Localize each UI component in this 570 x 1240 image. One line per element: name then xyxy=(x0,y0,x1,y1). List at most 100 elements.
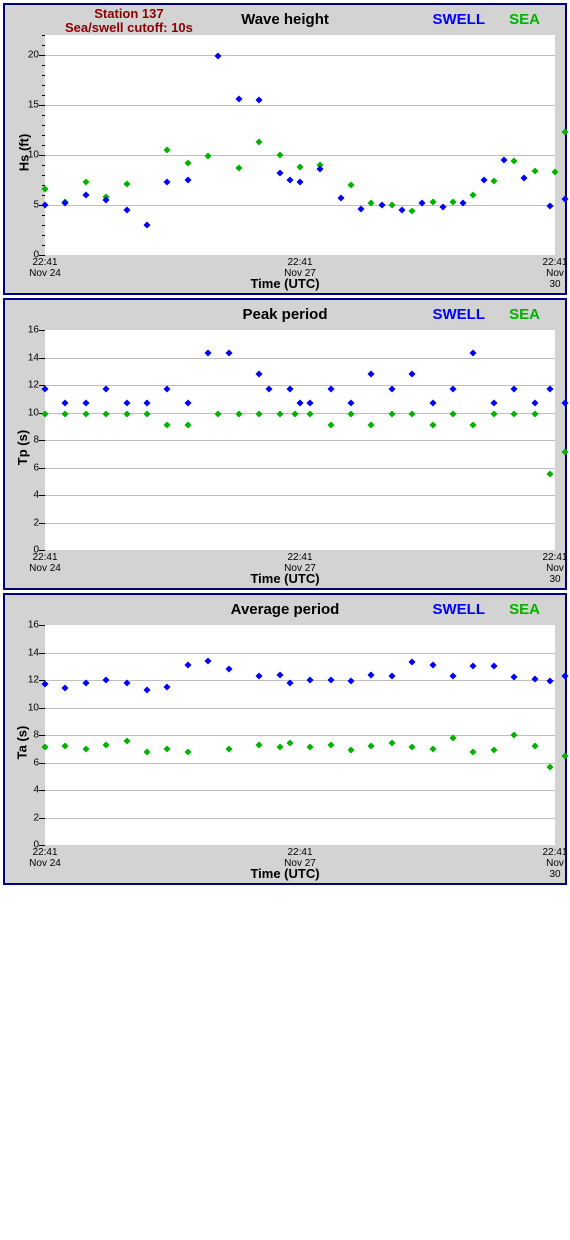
gridline xyxy=(45,708,555,709)
ytick-mark xyxy=(39,105,45,106)
data-point-sea xyxy=(235,410,242,417)
ytick-label: 12 xyxy=(9,675,39,686)
data-point-sea xyxy=(562,128,569,135)
chart-panel: Peak periodSWELLSEA0246810121416Tp (s)22… xyxy=(3,298,567,590)
data-point-sea xyxy=(429,745,436,752)
data-point-sea xyxy=(103,741,110,748)
ytick-minor xyxy=(42,95,45,96)
data-point-swell xyxy=(388,672,395,679)
data-point-sea xyxy=(205,152,212,159)
data-point-sea xyxy=(41,410,48,417)
data-point-swell xyxy=(327,676,334,683)
data-point-sea xyxy=(409,207,416,214)
ytick-mark xyxy=(39,763,45,764)
data-point-swell xyxy=(307,676,314,683)
data-point-sea xyxy=(256,741,263,748)
data-point-swell xyxy=(276,169,283,176)
data-point-swell xyxy=(164,683,171,690)
data-point-sea xyxy=(531,167,538,174)
data-point-sea xyxy=(215,410,222,417)
data-point-swell xyxy=(490,399,497,406)
data-point-sea xyxy=(490,747,497,754)
data-point-sea xyxy=(368,742,375,749)
legend-swell: SWELL xyxy=(433,306,486,323)
ytick-minor xyxy=(42,75,45,76)
data-point-sea xyxy=(184,748,191,755)
ylabel: Tp (s) xyxy=(15,430,30,465)
data-point-swell xyxy=(62,685,69,692)
ytick-mark xyxy=(39,330,45,331)
data-point-swell xyxy=(490,663,497,670)
data-point-swell xyxy=(562,195,569,202)
data-point-swell xyxy=(398,206,405,213)
data-point-sea xyxy=(562,449,569,456)
data-point-sea xyxy=(123,180,130,187)
data-point-swell xyxy=(327,386,334,393)
data-point-swell xyxy=(307,399,314,406)
ytick-label: 12 xyxy=(9,380,39,391)
data-point-swell xyxy=(546,678,553,685)
data-point-swell xyxy=(296,399,303,406)
data-point-swell xyxy=(143,399,150,406)
ytick-mark xyxy=(39,653,45,654)
data-point-sea xyxy=(409,410,416,417)
data-point-sea xyxy=(296,163,303,170)
ytick-minor xyxy=(42,115,45,116)
data-point-swell xyxy=(429,661,436,668)
gridline xyxy=(45,385,555,386)
data-point-swell xyxy=(123,206,130,213)
data-point-sea xyxy=(82,745,89,752)
ytick-mark xyxy=(39,625,45,626)
data-point-sea xyxy=(449,410,456,417)
data-point-swell xyxy=(449,672,456,679)
data-point-sea xyxy=(347,181,354,188)
data-point-swell xyxy=(41,201,48,208)
ytick-minor xyxy=(42,245,45,246)
data-point-sea xyxy=(388,410,395,417)
xtick-time: 22:41 xyxy=(542,847,567,858)
ylabel: Ta (s) xyxy=(14,726,29,760)
data-point-sea xyxy=(225,745,232,752)
data-point-swell xyxy=(205,350,212,357)
ytick-mark xyxy=(39,255,45,256)
data-point-swell xyxy=(562,672,569,679)
ytick-label: 16 xyxy=(9,325,39,336)
data-point-swell xyxy=(546,202,553,209)
data-point-sea xyxy=(256,410,263,417)
data-point-sea xyxy=(511,731,518,738)
data-point-sea xyxy=(291,410,298,417)
data-point-swell xyxy=(82,191,89,198)
data-point-sea xyxy=(347,747,354,754)
plot-area: 0246810121416Ta (s) xyxy=(45,625,555,845)
data-point-swell xyxy=(235,95,242,102)
ytick-minor xyxy=(42,65,45,66)
data-point-sea xyxy=(184,159,191,166)
ytick-minor xyxy=(42,125,45,126)
xlabel: Time (UTC) xyxy=(5,866,565,881)
xtick-time: 22:41 xyxy=(287,257,312,268)
data-point-sea xyxy=(307,744,314,751)
ytick-label: 5 xyxy=(9,200,39,211)
data-point-swell xyxy=(358,205,365,212)
data-point-swell xyxy=(409,370,416,377)
data-point-sea xyxy=(82,178,89,185)
data-point-swell xyxy=(449,386,456,393)
data-point-sea xyxy=(276,410,283,417)
ytick-label: 4 xyxy=(9,785,39,796)
xlabel: Time (UTC) xyxy=(5,571,565,586)
data-point-swell xyxy=(546,386,553,393)
data-point-sea xyxy=(368,421,375,428)
gridline xyxy=(45,205,555,206)
ytick-minor xyxy=(42,175,45,176)
data-point-swell xyxy=(521,174,528,181)
data-point-sea xyxy=(531,410,538,417)
data-point-sea xyxy=(184,421,191,428)
data-point-sea xyxy=(511,157,518,164)
data-point-swell xyxy=(500,156,507,163)
ytick-minor xyxy=(42,215,45,216)
data-point-sea xyxy=(327,741,334,748)
data-point-sea xyxy=(470,748,477,755)
data-point-sea xyxy=(429,421,436,428)
ytick-minor xyxy=(42,225,45,226)
data-point-swell xyxy=(41,681,48,688)
